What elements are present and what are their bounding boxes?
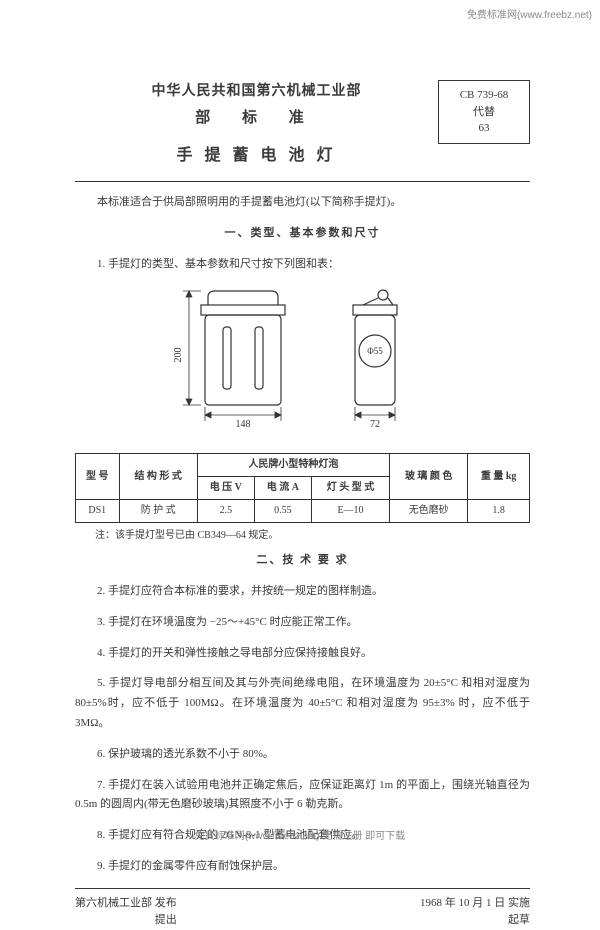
th-current: 电 流 A <box>254 477 311 500</box>
dim-inner: Φ55 <box>367 346 383 356</box>
td-weight: 1.8 <box>468 500 530 523</box>
section2-head: 二、技 术 要 求 <box>75 551 530 571</box>
td-head: E—10 <box>311 500 389 523</box>
divider-top <box>75 181 530 182</box>
footer-right-1: 1968 年 10 月 1 日 实施 <box>420 895 530 913</box>
th-head: 灯 头 型 式 <box>311 477 389 500</box>
watermark-top: 免费标准网(www.freebz.net) <box>467 6 592 21</box>
body: 本标准适合于供局部照明用的手提蓄电池灯(以下简称手提灯)。 一、类型、基本参数和… <box>75 193 530 877</box>
code-line-2: 代替 <box>449 104 519 121</box>
footer-left-2: 提出 <box>75 912 177 930</box>
watermark-bottom: 免费标准网(www.freebz.net) 无需注册 即可下载 <box>0 827 600 842</box>
footer-right-2: 起草 <box>420 912 530 930</box>
doc-title: 手 提 蓄 电 池 灯 <box>75 141 438 165</box>
dim-width2: 72 <box>370 419 380 430</box>
th-voltage: 电 压 V <box>197 477 254 500</box>
standard-code-box: CB 739-68 代替 63 <box>438 80 530 144</box>
org-name: 中华人民共和国第六机械工业部 <box>75 80 438 100</box>
td-struct: 防 护 式 <box>119 500 197 523</box>
table-row: DS1 防 护 式 2.5 0.55 E—10 无色磨砂 1.8 <box>76 500 530 523</box>
req-3: 3. 手提灯在环境温度为 −25～+45°C 时应能正常工作。 <box>75 613 530 633</box>
req-4: 4. 手提灯的开关和弹性接触之导电部分应保持接触良好。 <box>75 644 530 664</box>
doc-header: 中华人民共和国第六机械工业部 部 标 准 手 提 蓄 电 池 灯 CB 739-… <box>75 80 530 175</box>
doc-type: 部 标 准 <box>75 106 438 127</box>
td-glass: 无色磨砂 <box>390 500 468 523</box>
dim-height: 200 <box>173 348 184 363</box>
req-6: 6. 保护玻璃的透光系数不小于 80%。 <box>75 745 530 765</box>
section1-head: 一、类型、基本参数和尺寸 <box>75 224 530 244</box>
th-glass: 玻 璃 颜 色 <box>390 454 468 500</box>
td-model: DS1 <box>76 500 120 523</box>
code-line-1: CB 739-68 <box>449 87 519 104</box>
th-struct: 结 构 形 式 <box>119 454 197 500</box>
intro-text: 本标准适合于供局部照明用的手提蓄电池灯(以下简称手提灯)。 <box>75 193 530 213</box>
footer-right: 1968 年 10 月 1 日 实施 起草 <box>420 895 530 930</box>
spec-table: 型 号 结 构 形 式 人民牌小型特种灯泡 玻 璃 颜 色 重 量 kg 电 压… <box>75 453 530 523</box>
doc-footer: 第六机械工业部 发布 提出 1968 年 10 月 1 日 实施 起草 <box>75 888 530 930</box>
footer-left-1: 第六机械工业部 发布 <box>75 895 177 913</box>
req-7: 7. 手提灯在装入试验用电池并正确定焦后，应保证距离灯 1m 的平面上，围绕光轴… <box>75 776 530 816</box>
td-current: 0.55 <box>254 500 311 523</box>
req-2: 2. 手提灯应符合本标准的要求，并按统一规定的图样制造。 <box>75 582 530 602</box>
page-content: 中华人民共和国第六机械工业部 部 标 准 手 提 蓄 电 池 灯 CB 739-… <box>75 80 530 930</box>
th-model: 型 号 <box>76 454 120 500</box>
td-voltage: 2.5 <box>197 500 254 523</box>
th-bulb-group: 人民牌小型特种灯泡 <box>197 454 389 477</box>
dim-width1: 148 <box>235 419 250 430</box>
footer-left: 第六机械工业部 发布 提出 <box>75 895 177 930</box>
code-line-3: 63 <box>449 120 519 137</box>
req-9: 9. 手提灯的金属零件应有耐蚀保护层。 <box>75 857 530 877</box>
table-note: 注：该手提灯型号已由 CB349—64 规定。 <box>75 527 530 545</box>
technical-diagram: 200 148 <box>75 285 530 443</box>
req-5: 5. 手提灯导电部分相互间及其与外壳间绝缘电阻，在环境温度为 20±5°C 和相… <box>75 674 530 733</box>
header-left: 中华人民共和国第六机械工业部 部 标 准 手 提 蓄 电 池 灯 <box>75 80 438 175</box>
th-weight: 重 量 kg <box>468 454 530 500</box>
section1-item1: 1. 手提灯的类型、基本参数和尺寸按下列图和表： <box>75 255 530 275</box>
